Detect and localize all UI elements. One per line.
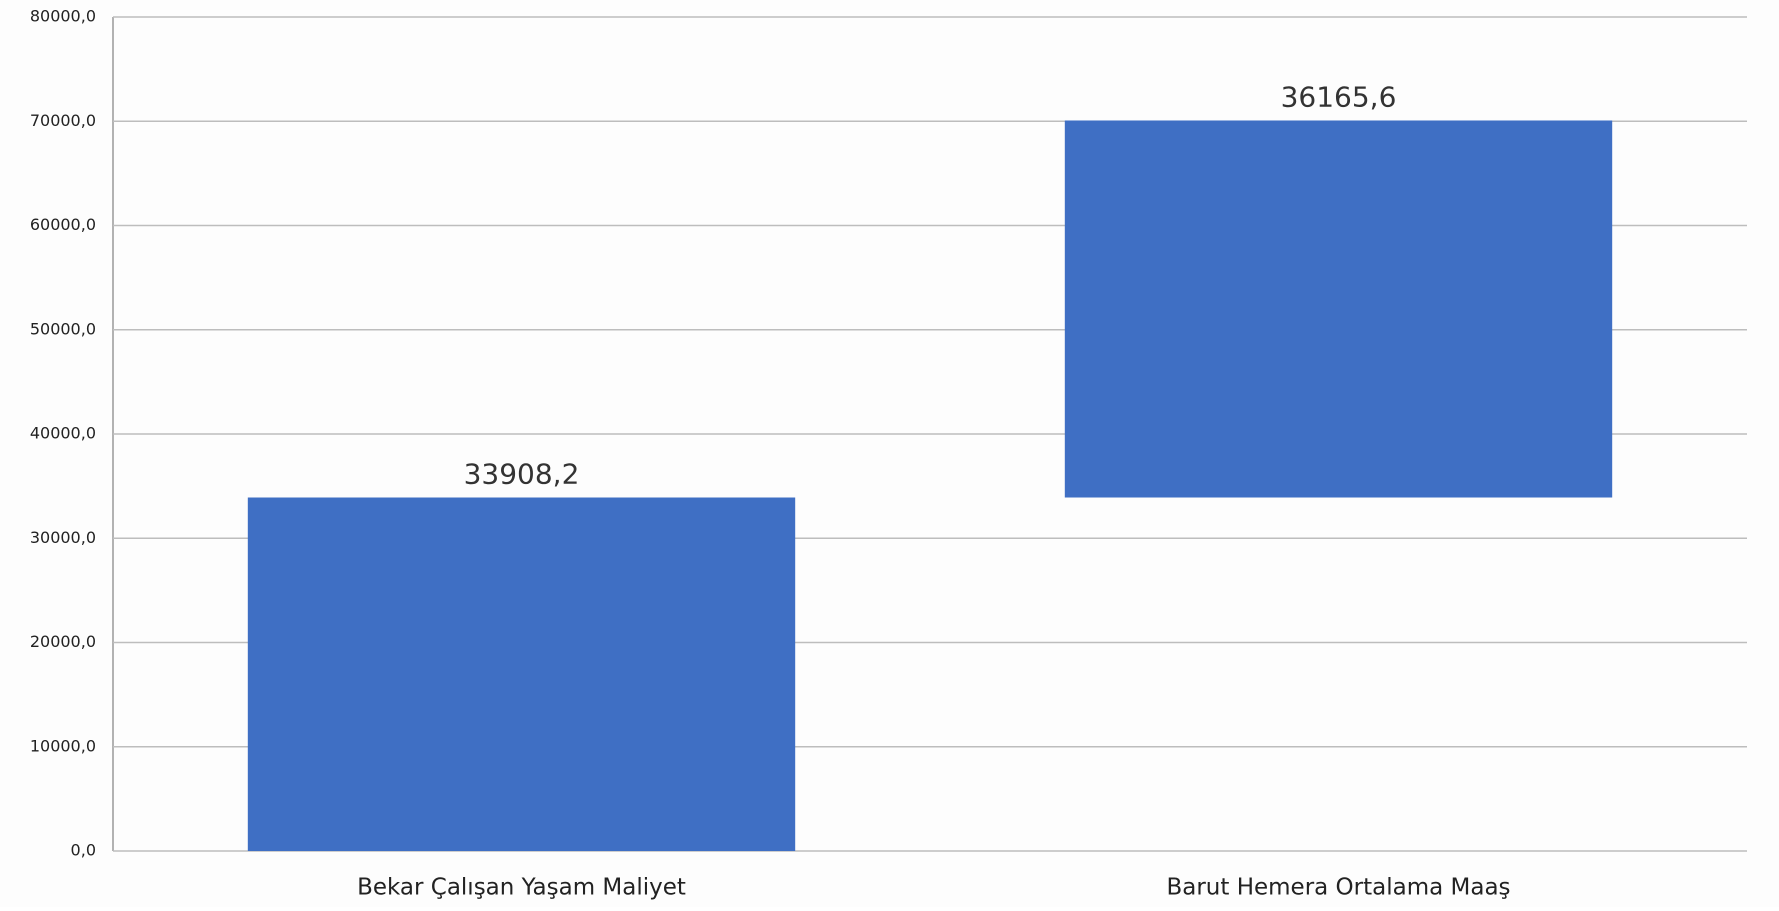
y-tick-label: 30000,0 bbox=[30, 528, 96, 547]
data-label: 36165,6 bbox=[1281, 80, 1397, 113]
y-tick-label: 20000,0 bbox=[30, 632, 96, 651]
y-tick-label: 0,0 bbox=[71, 841, 96, 860]
y-tick-label: 50000,0 bbox=[30, 319, 96, 338]
x-tick-label: Bekar Çalışan Yaşam Maliyet bbox=[357, 875, 686, 901]
data-label: 33908,2 bbox=[464, 458, 580, 491]
y-tick-label: 80000,0 bbox=[30, 7, 96, 26]
y-tick-label: 40000,0 bbox=[30, 424, 96, 443]
x-tick-label: Barut Hemera Ortalama Maaş bbox=[1166, 875, 1510, 901]
y-tick-label: 10000,0 bbox=[30, 736, 96, 755]
bar bbox=[1064, 120, 1613, 498]
y-tick-label: 60000,0 bbox=[30, 215, 96, 234]
y-tick-label: 70000,0 bbox=[30, 111, 96, 130]
bar bbox=[247, 497, 796, 851]
